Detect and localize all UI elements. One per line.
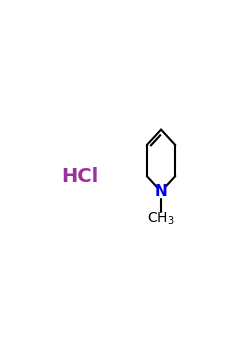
- Text: CH$_3$: CH$_3$: [147, 210, 175, 227]
- Text: HCl: HCl: [61, 167, 98, 186]
- Text: N: N: [155, 184, 168, 199]
